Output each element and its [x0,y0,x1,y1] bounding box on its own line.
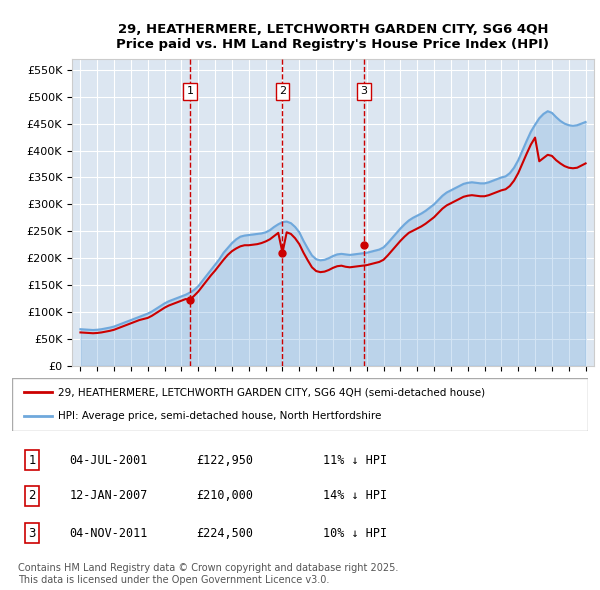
Text: 1: 1 [187,86,193,96]
Text: £210,000: £210,000 [196,489,253,502]
Text: 12-JAN-2007: 12-JAN-2007 [70,489,148,502]
Text: Contains HM Land Registry data © Crown copyright and database right 2025.
This d: Contains HM Land Registry data © Crown c… [18,563,398,585]
Text: 29, HEATHERMERE, LETCHWORTH GARDEN CITY, SG6 4QH (semi-detached house): 29, HEATHERMERE, LETCHWORTH GARDEN CITY,… [58,388,485,398]
Text: 2: 2 [28,489,36,502]
Text: HPI: Average price, semi-detached house, North Hertfordshire: HPI: Average price, semi-detached house,… [58,411,382,421]
Text: £122,950: £122,950 [196,454,253,467]
Text: 3: 3 [361,86,367,96]
Text: 04-JUL-2001: 04-JUL-2001 [70,454,148,467]
Text: 1: 1 [28,454,36,467]
Text: 10% ↓ HPI: 10% ↓ HPI [323,527,387,540]
Text: 3: 3 [28,527,36,540]
Text: 2: 2 [279,86,286,96]
Text: 11% ↓ HPI: 11% ↓ HPI [323,454,387,467]
FancyBboxPatch shape [12,378,588,431]
Text: £224,500: £224,500 [196,527,253,540]
Text: 04-NOV-2011: 04-NOV-2011 [70,527,148,540]
Text: 14% ↓ HPI: 14% ↓ HPI [323,489,387,502]
Title: 29, HEATHERMERE, LETCHWORTH GARDEN CITY, SG6 4QH
Price paid vs. HM Land Registry: 29, HEATHERMERE, LETCHWORTH GARDEN CITY,… [116,23,550,51]
